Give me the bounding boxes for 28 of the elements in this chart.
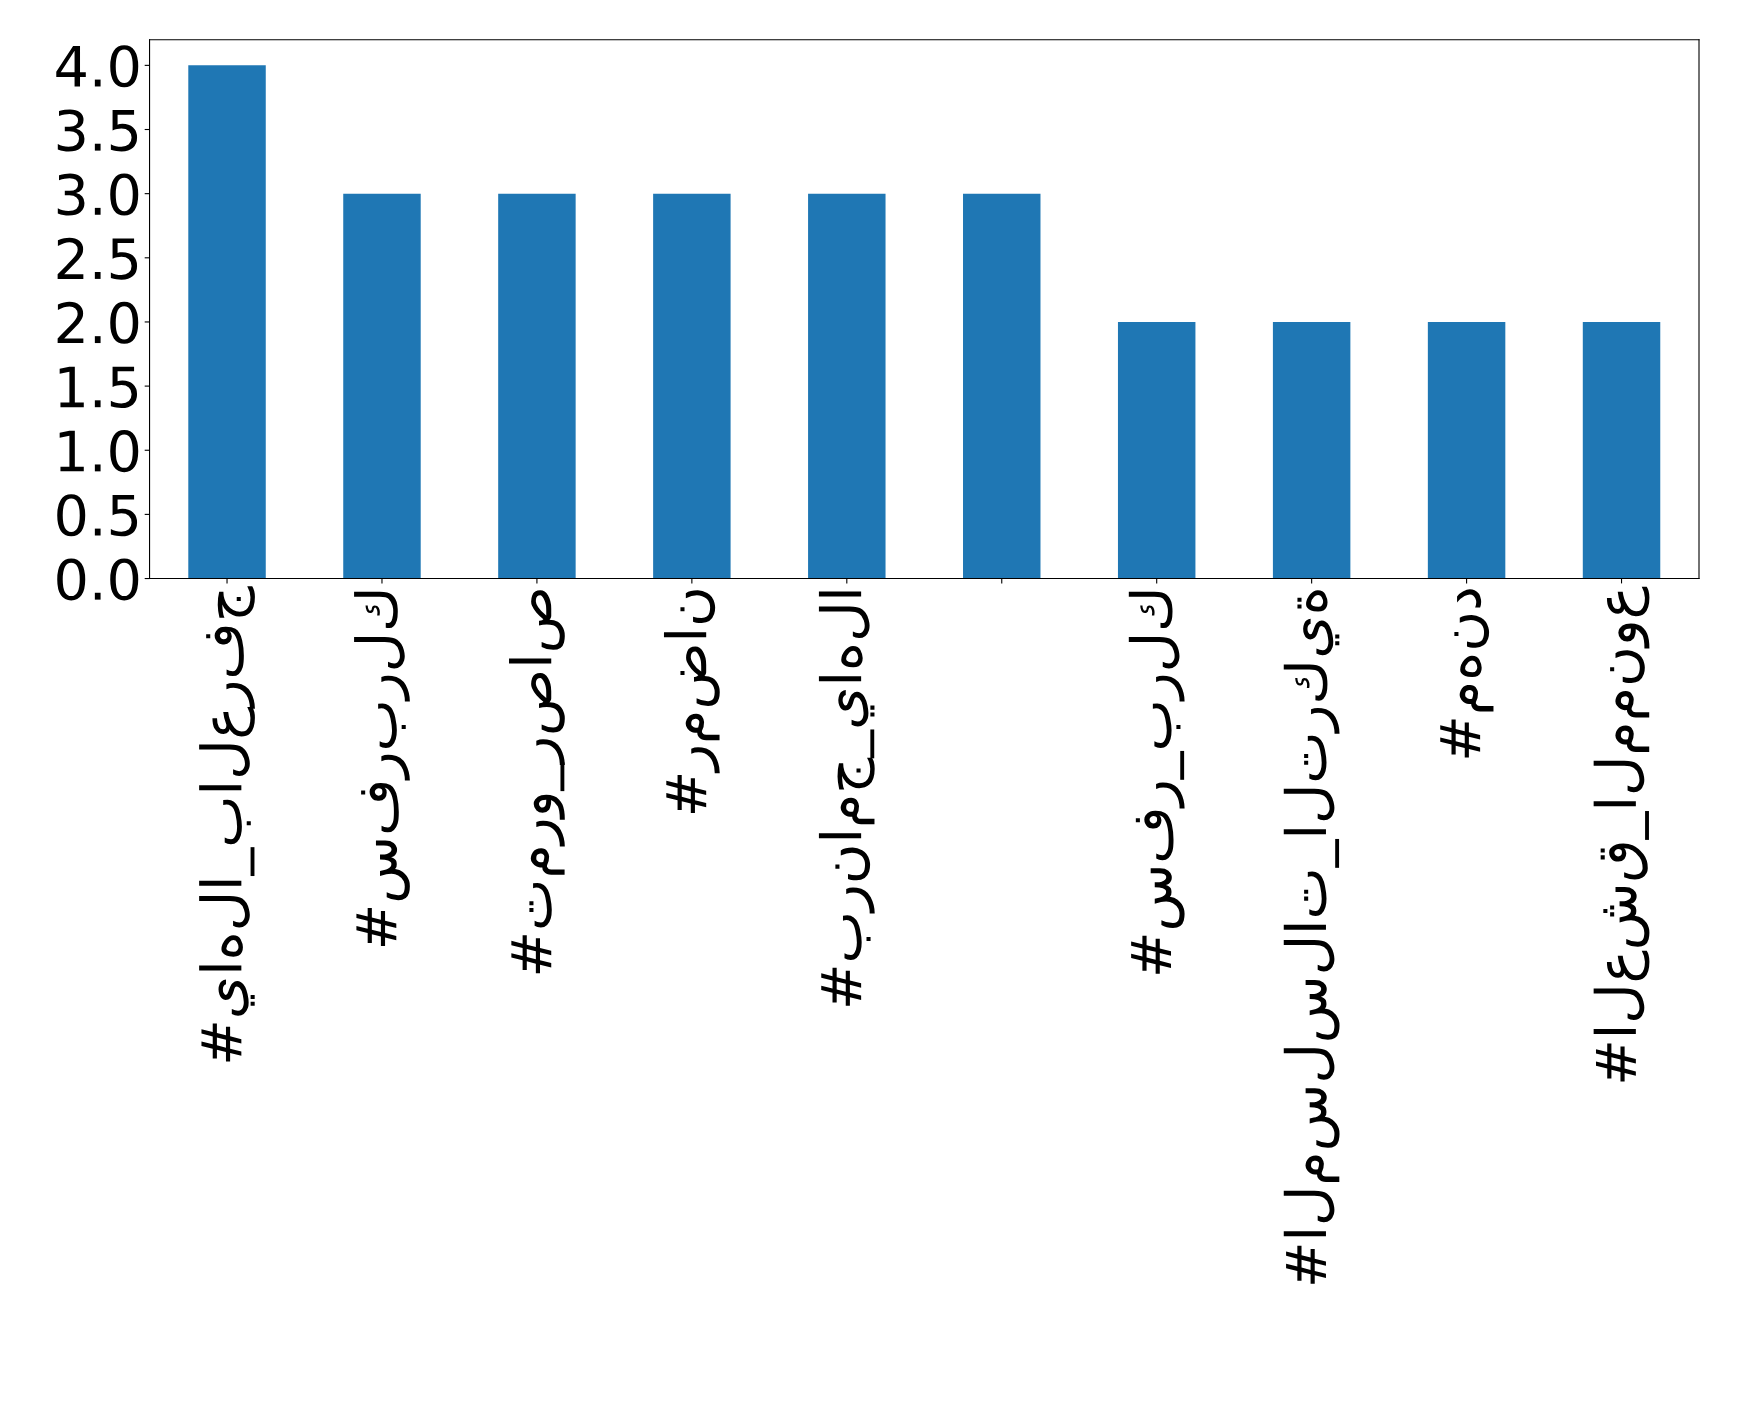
y-tick-label: 2.5	[57, 237, 138, 280]
x-tick-label: #رمضان	[663, 590, 720, 814]
bar	[498, 193, 576, 579]
bar	[1272, 321, 1351, 579]
x-tick-label: #سفر_برلك	[1128, 591, 1185, 974]
bar	[808, 193, 886, 579]
x-tick-label: #سفربرلك	[354, 591, 410, 946]
bar	[1582, 321, 1661, 579]
y-tick-label: 3.5	[57, 109, 138, 152]
y-tick-label: 1.5	[59, 366, 138, 408]
y-tick-label: 0.5	[57, 494, 138, 537]
bar	[188, 65, 266, 579]
y-tick-label: 1.0	[59, 430, 139, 473]
x-tick-label: #ياهلا_بالعرفج	[199, 586, 255, 1062]
y-tick-label: 0.0	[57, 558, 139, 601]
x-tick-label: #المسلسلات_التركية	[1283, 590, 1340, 1284]
bar	[343, 193, 421, 579]
bar	[1117, 321, 1196, 579]
x-tick-label: #مهند	[1440, 589, 1494, 758]
y-tick-label: 4.0	[56, 45, 139, 88]
y-tick-label: 2.0	[57, 301, 139, 344]
bar	[1427, 321, 1506, 579]
bar	[653, 193, 731, 579]
y-tick-label: 3.0	[57, 173, 139, 216]
x-tick-label: #تمرو_رصاص	[509, 590, 565, 974]
x-tick-label: #برنامج_ياهلا	[818, 591, 875, 1006]
bar	[963, 193, 1041, 579]
x-tick-label: #العشق_الممنوع	[1593, 586, 1650, 1082]
